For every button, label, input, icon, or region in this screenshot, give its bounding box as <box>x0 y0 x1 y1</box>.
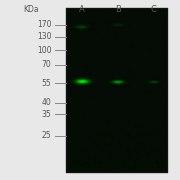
Text: KDa: KDa <box>24 4 39 14</box>
Text: 100: 100 <box>37 46 51 55</box>
Bar <box>66 8 168 173</box>
Text: A: A <box>79 4 85 14</box>
Text: 55: 55 <box>42 78 51 87</box>
Text: C: C <box>151 4 157 14</box>
Text: B: B <box>115 4 121 14</box>
Text: 25: 25 <box>42 131 51 140</box>
Text: 170: 170 <box>37 20 51 29</box>
Text: 70: 70 <box>42 60 51 69</box>
Text: 130: 130 <box>37 32 51 41</box>
Text: 40: 40 <box>42 98 51 107</box>
Text: 35: 35 <box>42 110 51 119</box>
